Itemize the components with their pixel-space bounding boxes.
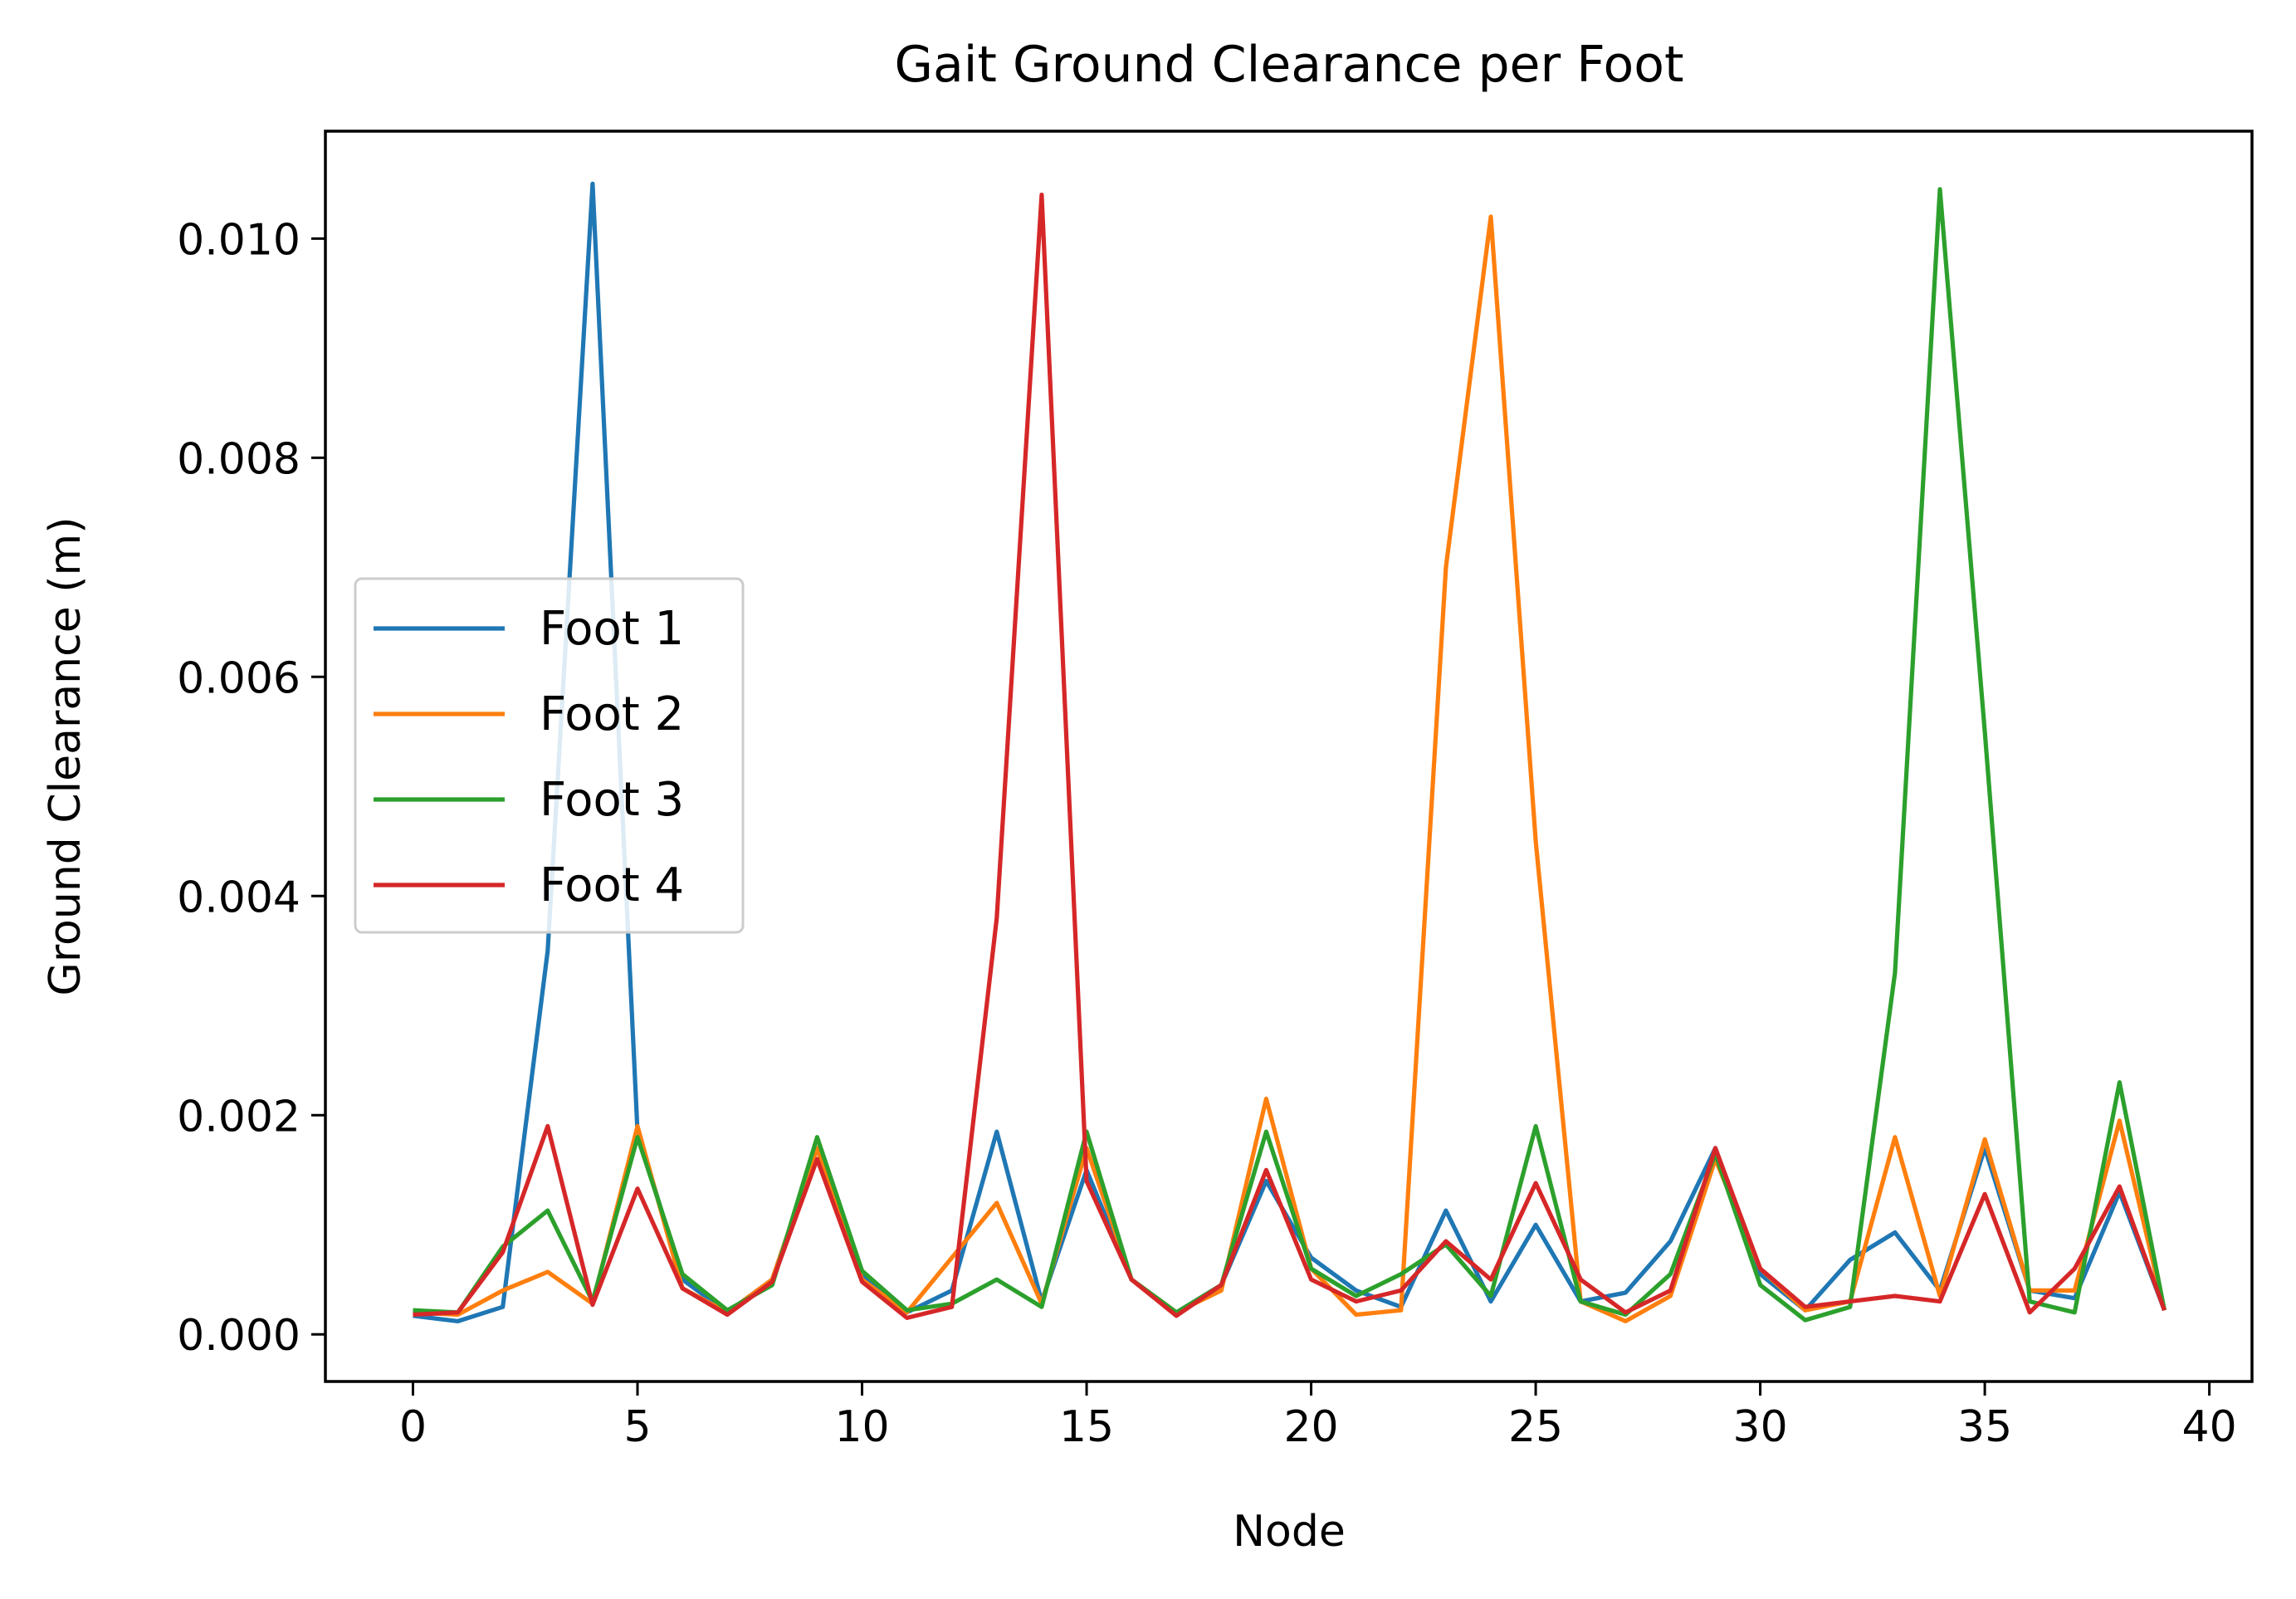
chart-title: Gait Ground Clearance per Foot xyxy=(894,36,1683,94)
series-line-foot-3 xyxy=(413,187,2167,1323)
y-tick-label: 0.010 xyxy=(177,215,300,265)
x-axis-label: Node xyxy=(1233,1507,1346,1557)
legend-box xyxy=(354,577,745,934)
y-axis: 0.000 0.002 0.004 0.006 0.008 0.010 xyxy=(177,215,325,1361)
plot-area xyxy=(413,181,2167,1324)
x-tick-label: 25 xyxy=(1508,1402,1563,1452)
legend-label: Foot 1 xyxy=(540,602,684,656)
y-axis-label: Ground Clearance (m) xyxy=(41,517,90,996)
legend-label: Foot 2 xyxy=(540,687,684,741)
x-tick-label: 35 xyxy=(1957,1402,2012,1452)
y-tick-label: 0.006 xyxy=(177,653,300,703)
y-tick-label: 0.008 xyxy=(177,434,300,484)
axes-frame xyxy=(324,130,2254,1383)
x-tick-label: 0 xyxy=(399,1402,427,1452)
legend: Foot 1 Foot 2 Foot 3 Foot 4 xyxy=(354,577,745,934)
x-tick-label: 10 xyxy=(834,1402,889,1452)
y-tick-label: 0.002 xyxy=(177,1092,300,1142)
x-tick-label: 40 xyxy=(2182,1402,2237,1452)
legend-label: Foot 4 xyxy=(540,858,684,912)
y-tick-label: 0.000 xyxy=(177,1311,300,1361)
x-tick-label: 20 xyxy=(1283,1402,1338,1452)
x-tick-label: 5 xyxy=(623,1402,651,1452)
x-tick-label: 30 xyxy=(1732,1402,1787,1452)
y-tick-label: 0.004 xyxy=(177,873,300,922)
legend-label: Foot 3 xyxy=(540,773,684,827)
x-axis: 0 5 10 15 20 25 30 35 40 xyxy=(399,1381,2237,1452)
x-tick-label: 15 xyxy=(1059,1402,1114,1452)
series-line-foot-4 xyxy=(413,193,2167,1321)
